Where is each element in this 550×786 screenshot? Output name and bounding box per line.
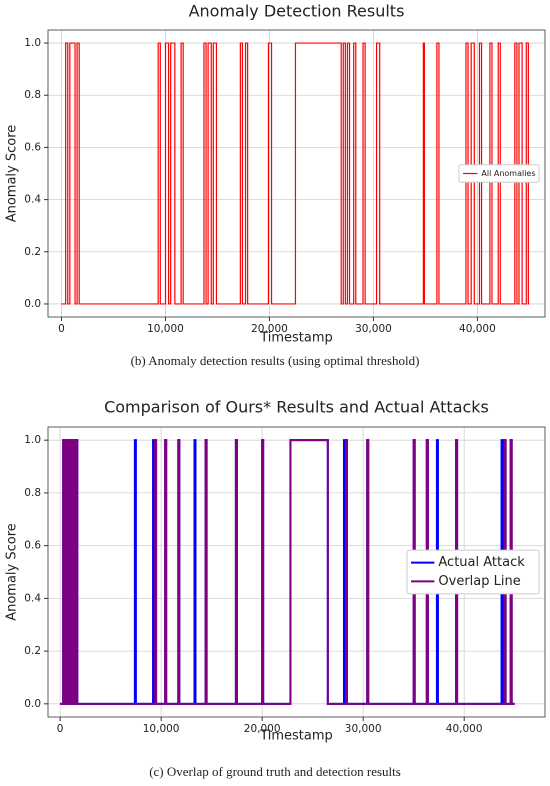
plot-frame <box>47 29 546 318</box>
y-tick-label: 0.0 <box>24 298 41 310</box>
y-tick-label: 1.0 <box>24 37 41 49</box>
x-tick-label: 0 <box>58 323 65 335</box>
legend-label: All Anomalies <box>481 169 535 178</box>
y-tick-label: 0.2 <box>24 246 41 258</box>
x-axis-label: Timestamp <box>259 331 333 346</box>
legend-box <box>406 549 540 595</box>
legend-box <box>458 164 540 183</box>
x-tick-label: 10,000 <box>147 323 184 335</box>
x-tick-label: 40,000 <box>446 723 483 735</box>
x-tick-label: 20,000 <box>244 723 281 735</box>
x-tick-label: 0 <box>57 723 64 735</box>
y-tick-label: 0.0 <box>24 698 41 710</box>
chart-title: Anomaly Detection Results <box>189 2 405 21</box>
series-line <box>60 439 515 705</box>
y-tick-label: 0.4 <box>24 592 41 604</box>
legend-label: Actual Attack <box>438 555 525 570</box>
x-tick-label: 40,000 <box>459 323 496 335</box>
y-tick-label: 0.8 <box>24 89 41 101</box>
y-tick-label: 1.0 <box>24 434 41 446</box>
caption: (c) Overlap of ground truth and detectio… <box>149 764 401 779</box>
y-axis-label: Anomaly Score <box>5 523 20 621</box>
x-tick-label: 30,000 <box>355 323 392 335</box>
y-tick-label: 0.8 <box>24 487 41 499</box>
plot-frame <box>47 426 546 718</box>
x-tick-label: 30,000 <box>345 723 382 735</box>
y-tick-label: 0.6 <box>24 540 41 552</box>
x-tick-label: 10,000 <box>143 723 180 735</box>
x-axis-label: Timestamp <box>259 729 333 744</box>
y-axis-label: Anomaly Score <box>5 125 20 223</box>
chart-title: Comparison of Ours* Results and Actual A… <box>104 398 489 417</box>
caption: (b) Anomaly detection results (using opt… <box>131 353 420 368</box>
legend-label: Overlap Line <box>438 574 520 589</box>
y-tick-label: 0.6 <box>24 141 41 153</box>
x-tick-label: 20,000 <box>251 323 288 335</box>
y-tick-label: 0.2 <box>24 645 41 657</box>
y-tick-label: 0.4 <box>24 194 41 206</box>
